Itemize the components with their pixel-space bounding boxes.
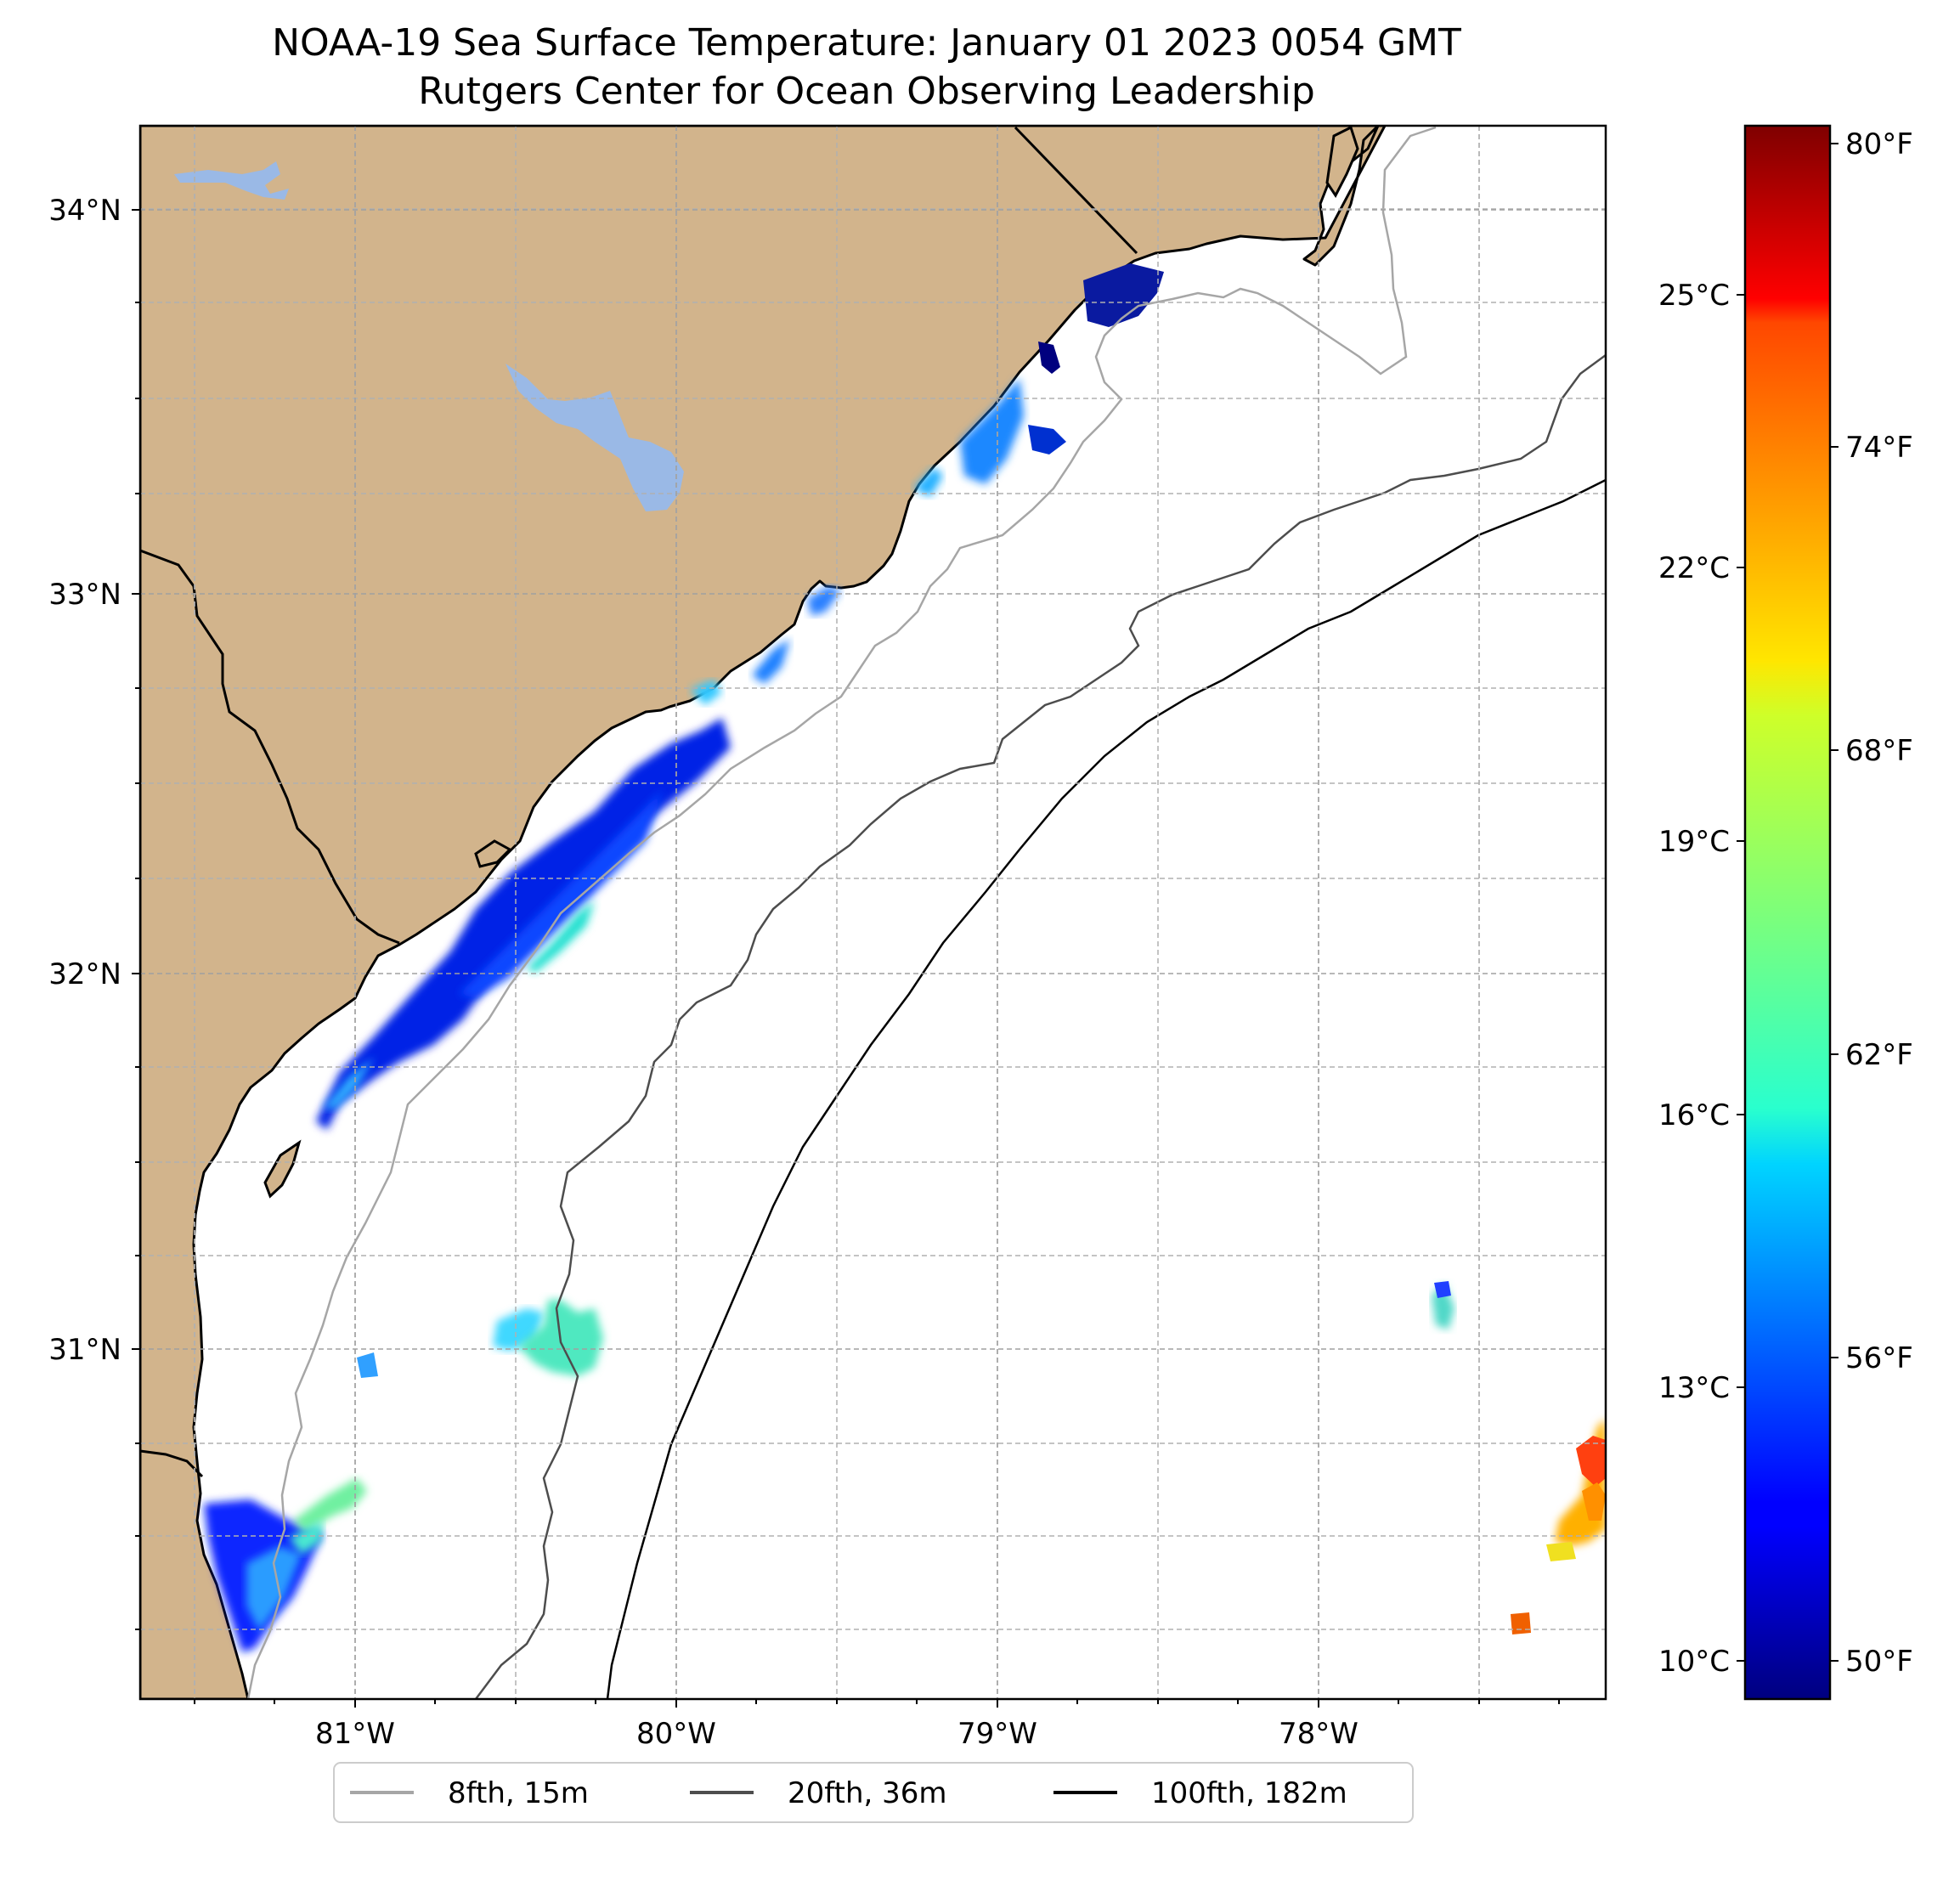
sst-patch — [459, 790, 663, 998]
lon-label: 81°W — [315, 1717, 395, 1751]
map-panel[interactable]: 34°N 33°N 32°N 31°N 81°W 80°W 79°W 78°W — [48, 124, 1607, 1751]
sst-patch — [1028, 425, 1066, 454]
colorbar-celsius-label: 10°C — [1658, 1645, 1730, 1679]
axis-ticks — [132, 209, 1560, 1708]
colorbar-fahrenheit-label: 68°F — [1845, 734, 1913, 768]
sst-patch — [527, 900, 595, 973]
land-area — [140, 126, 1387, 1699]
barrier-island — [474, 839, 512, 868]
isobath-20fth — [475, 353, 1606, 1699]
colorbar-fahrenheit-label: 74°F — [1845, 431, 1913, 465]
isobath-legend: 8fth, 15m 20fth, 36m 100fth, 182m — [333, 1762, 1414, 1823]
sst-patch — [1576, 1436, 1606, 1487]
sst-patch — [1546, 1542, 1576, 1561]
sst-patch — [1038, 342, 1060, 374]
sst-patch — [316, 718, 731, 1130]
sst-patch — [1083, 263, 1164, 327]
figure-title: NOAA-19 Sea Surface Temperature: January… — [272, 21, 1461, 65]
lon-label: 78°W — [1279, 1717, 1358, 1751]
sst-patch — [246, 1546, 302, 1631]
sst-patch — [289, 1521, 323, 1555]
legend-label-100fth: 100fth, 182m — [1151, 1776, 1347, 1810]
legend-box — [333, 1762, 1414, 1823]
isobath-100fth — [606, 478, 1606, 1699]
colorbar-fahrenheit-label: 56°F — [1845, 1341, 1913, 1375]
sst-patch — [293, 1478, 367, 1533]
lat-label: 31°N — [48, 1333, 121, 1367]
figure-subtitle: Rutgers Center for Ocean Observing Leade… — [418, 70, 1315, 113]
colorbar-celsius-label: 25°C — [1658, 279, 1730, 313]
colorbar-fahrenheit-label: 50°F — [1845, 1645, 1913, 1679]
sst-patch — [690, 680, 722, 705]
colorbar-fahrenheit-label: 62°F — [1845, 1038, 1913, 1072]
colorbar-ticks — [1737, 143, 1839, 1662]
colorbar-fahrenheit-label: 80°F — [1845, 127, 1913, 161]
colorbar-celsius-label: 19°C — [1658, 825, 1730, 859]
lon-label: 79°W — [957, 1717, 1037, 1751]
lake-north — [174, 161, 289, 200]
sst-patch — [1511, 1612, 1531, 1634]
legend-label-8fth: 8fth, 15m — [448, 1776, 589, 1810]
sst-patch — [960, 378, 1024, 484]
lat-label: 34°N — [48, 194, 121, 228]
colorbar-celsius-label: 16°C — [1658, 1098, 1730, 1132]
lat-label: 33°N — [48, 578, 121, 612]
sst-patch — [752, 639, 790, 684]
sst-patch — [913, 467, 943, 497]
isobath-8fth — [246, 126, 1437, 1699]
lon-label: 80°W — [636, 1717, 716, 1751]
sst-patch — [1582, 1482, 1606, 1521]
sst-patch — [1434, 1281, 1451, 1298]
sst-data-layer — [204, 263, 1606, 1652]
sst-patch — [323, 1058, 374, 1109]
colorbar: 10°C 13°C 16°C 19°C 22°C 25°C 50°F 56°F … — [1658, 124, 1913, 1701]
legend-label-20fth: 20fth, 36m — [788, 1776, 947, 1810]
lat-label: 32°N — [48, 957, 121, 991]
barrier-island — [263, 1139, 302, 1199]
colorbar-celsius-label: 22°C — [1658, 551, 1730, 585]
sst-patch — [357, 1352, 378, 1378]
colorbar-gradient — [1743, 124, 1832, 1701]
gridlines — [140, 126, 1606, 1699]
lake-marion — [506, 364, 684, 511]
gridlines-major — [140, 126, 1606, 1699]
barrier-island — [1325, 126, 1359, 198]
map-frame — [138, 124, 1607, 1701]
colorbar-celsius-label: 13°C — [1658, 1371, 1730, 1405]
